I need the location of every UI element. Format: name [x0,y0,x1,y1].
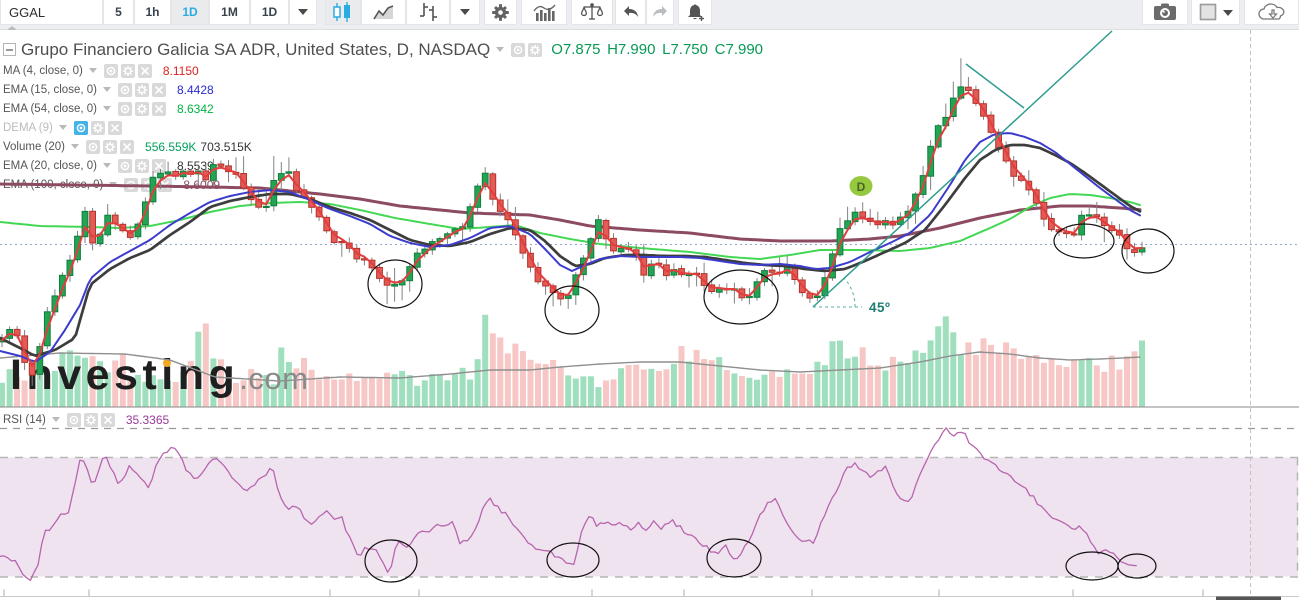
svg-text:D: D [857,180,866,194]
svg-text:45º: 45º [869,300,890,315]
